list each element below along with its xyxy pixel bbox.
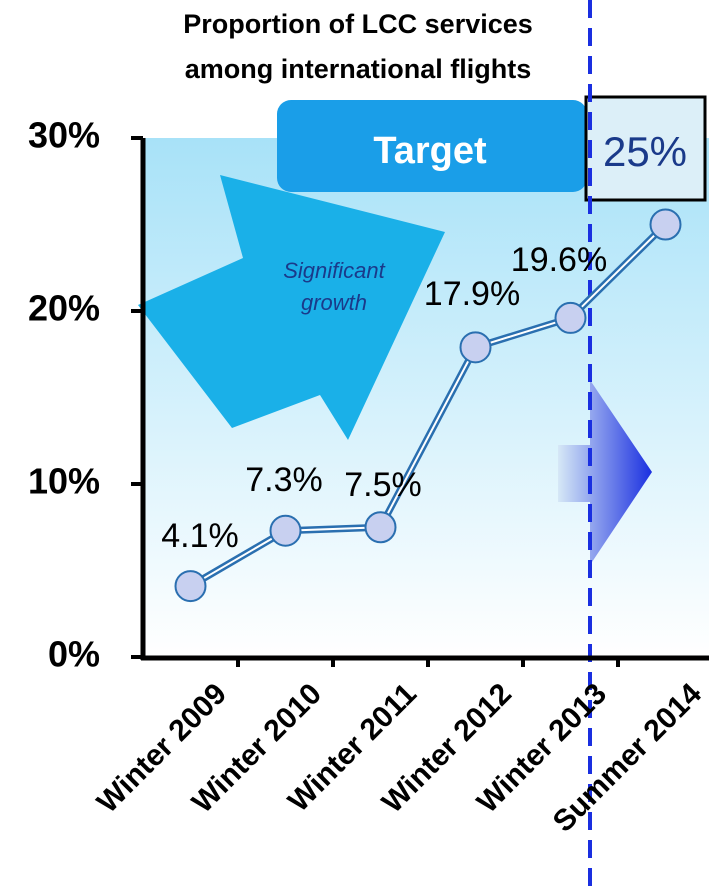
point (554, 301, 587, 334)
target-box (277, 100, 587, 192)
target-label: Target (373, 130, 487, 172)
point (364, 511, 397, 544)
y-tick-label: 30% (28, 115, 100, 156)
annotation: growth (301, 290, 367, 315)
data-label: 7.5% (344, 466, 422, 504)
future-arrow (558, 380, 652, 565)
data-label: 4.1% (161, 517, 239, 555)
chart-title: Proportion of LCC services (183, 9, 533, 39)
point (459, 331, 492, 364)
data-label: 7.3% (245, 461, 323, 499)
growth-arrow (138, 175, 445, 440)
chart-title: among international flights (185, 54, 532, 84)
point (174, 570, 207, 603)
line-highlight (189, 223, 667, 587)
y-tick-label: 0% (48, 634, 100, 675)
data-label: 17.9% (424, 275, 520, 313)
y-tick-label: 10% (28, 461, 100, 502)
annotation: Significant (283, 258, 385, 283)
point (269, 514, 302, 547)
point (649, 208, 682, 241)
data-label: 25% (603, 128, 687, 175)
target-value-box (584, 95, 707, 202)
data-label: 19.6% (511, 241, 607, 279)
y-tick-label: 20% (28, 288, 100, 329)
